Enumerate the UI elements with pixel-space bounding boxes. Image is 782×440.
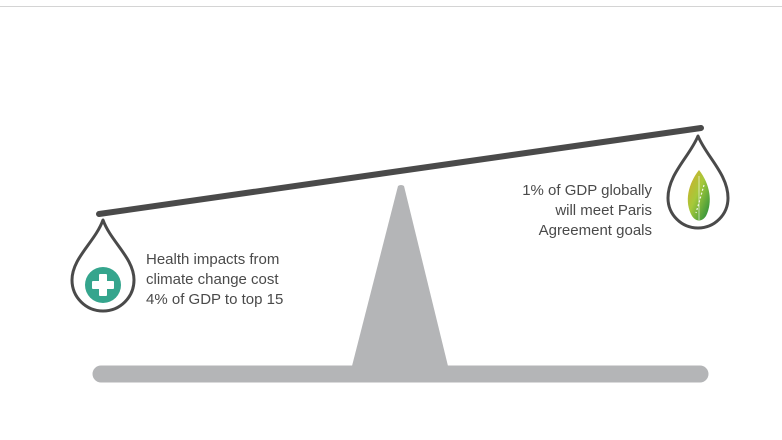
right-caption-line: Agreement goals xyxy=(538,222,652,239)
medical-cross-icon xyxy=(85,267,121,303)
leaf-icon xyxy=(687,170,710,221)
left-caption-line: Health impacts from xyxy=(146,251,280,268)
right-pan-caption: 1% of GDP globally will meet Paris Agree… xyxy=(522,181,652,241)
right-caption-line: will meet Paris xyxy=(555,202,652,219)
left-drop xyxy=(70,218,136,313)
seesaw-beam xyxy=(96,125,704,217)
left-caption-line: climate change cost xyxy=(146,271,279,288)
left-caption-line: 4% of GDP to top 15 xyxy=(146,291,284,308)
left-pan-caption: Health impacts from climate change cost … xyxy=(146,250,283,310)
right-caption-line: 1% of GDP globally xyxy=(522,182,652,199)
top-divider xyxy=(0,6,782,7)
right-drop xyxy=(666,134,730,230)
fulcrum xyxy=(352,185,448,366)
